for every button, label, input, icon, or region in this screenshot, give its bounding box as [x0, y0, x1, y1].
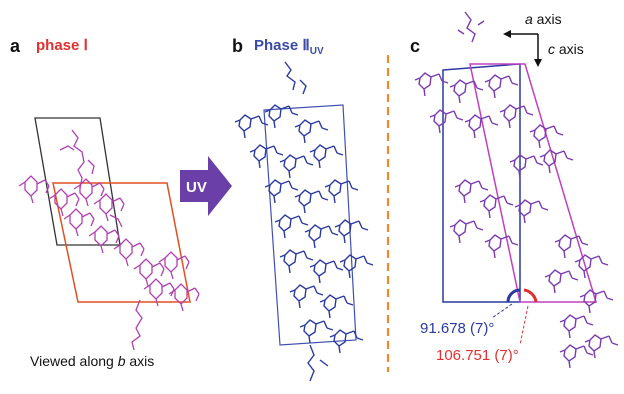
- c-axis-label: c axis: [548, 41, 584, 57]
- a-axis-arrow-icon: [503, 30, 511, 38]
- panel-b-letter: b: [232, 36, 243, 56]
- panel-a-title: phase Ⅰ: [36, 37, 88, 54]
- molecule-chain-a: [19, 130, 199, 350]
- unit-cell-magenta: [470, 64, 596, 302]
- panel-b-title: Phase ⅡUV: [254, 37, 324, 57]
- uv-arrow-label: UV: [186, 179, 207, 196]
- leader-line-blue: [492, 304, 512, 318]
- panel-a-caption: Viewed along b axis: [30, 353, 154, 369]
- panel-c-letter: c: [410, 36, 420, 56]
- angle-arc-red: [524, 290, 536, 302]
- angle-value-blue: 91.678 (7)°: [420, 320, 494, 337]
- molecule-network-b: [235, 62, 373, 381]
- unit-cell-blue: [443, 64, 520, 302]
- axes-indicator: a axis c axis: [503, 11, 584, 67]
- uv-arrow: UV: [180, 156, 232, 216]
- panel-b: b Phase ⅡUV: [232, 36, 373, 381]
- panel-a-letter: a: [10, 36, 21, 56]
- angle-value-red: 106.751 (7)°: [436, 347, 519, 364]
- leader-line-red: [520, 306, 528, 345]
- panel-a: a phase Ⅰ Viewed along b axis: [10, 36, 199, 369]
- unit-cell-b: [264, 105, 356, 345]
- a-axis-label: a axis: [525, 11, 562, 27]
- panel-c: c a axis c axis: [410, 11, 618, 368]
- molecule-network-c: [415, 12, 618, 368]
- c-axis-arrow-icon: [534, 59, 542, 67]
